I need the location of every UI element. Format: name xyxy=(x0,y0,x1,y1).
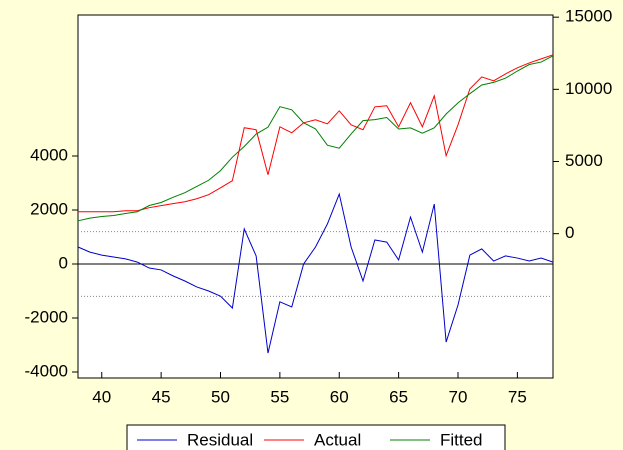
x-tick-label: 65 xyxy=(389,387,408,406)
x-tick-label: 75 xyxy=(508,387,527,406)
legend-label: Residual xyxy=(187,430,253,449)
plot-area xyxy=(77,14,554,379)
x-tick-label: 40 xyxy=(92,387,111,406)
y-tick-label: 4000 xyxy=(30,145,68,164)
series-line xyxy=(77,192,554,354)
y-tick-label: -4000 xyxy=(25,361,68,380)
x-tick-label: 70 xyxy=(449,387,468,406)
y2-tick-label: 10000 xyxy=(565,79,612,98)
legend xyxy=(126,424,506,450)
x-tick-label: 55 xyxy=(270,387,289,406)
x-tick-label: 50 xyxy=(211,387,230,406)
y2-tick-label: 15000 xyxy=(565,7,612,26)
legend-label: Actual xyxy=(314,430,361,449)
legend-label: Fitted xyxy=(440,430,483,449)
series-line xyxy=(78,54,554,213)
x-tick-label: 45 xyxy=(152,387,171,406)
y2-tick-label: 5000 xyxy=(565,151,603,170)
y-tick-label: 2000 xyxy=(30,199,68,218)
y-tick-label: -2000 xyxy=(25,307,68,326)
x-tick-label: 60 xyxy=(330,387,349,406)
series-line xyxy=(77,55,554,222)
y-tick-label: 0 xyxy=(59,253,68,272)
y2-tick-label: 0 xyxy=(565,223,574,242)
